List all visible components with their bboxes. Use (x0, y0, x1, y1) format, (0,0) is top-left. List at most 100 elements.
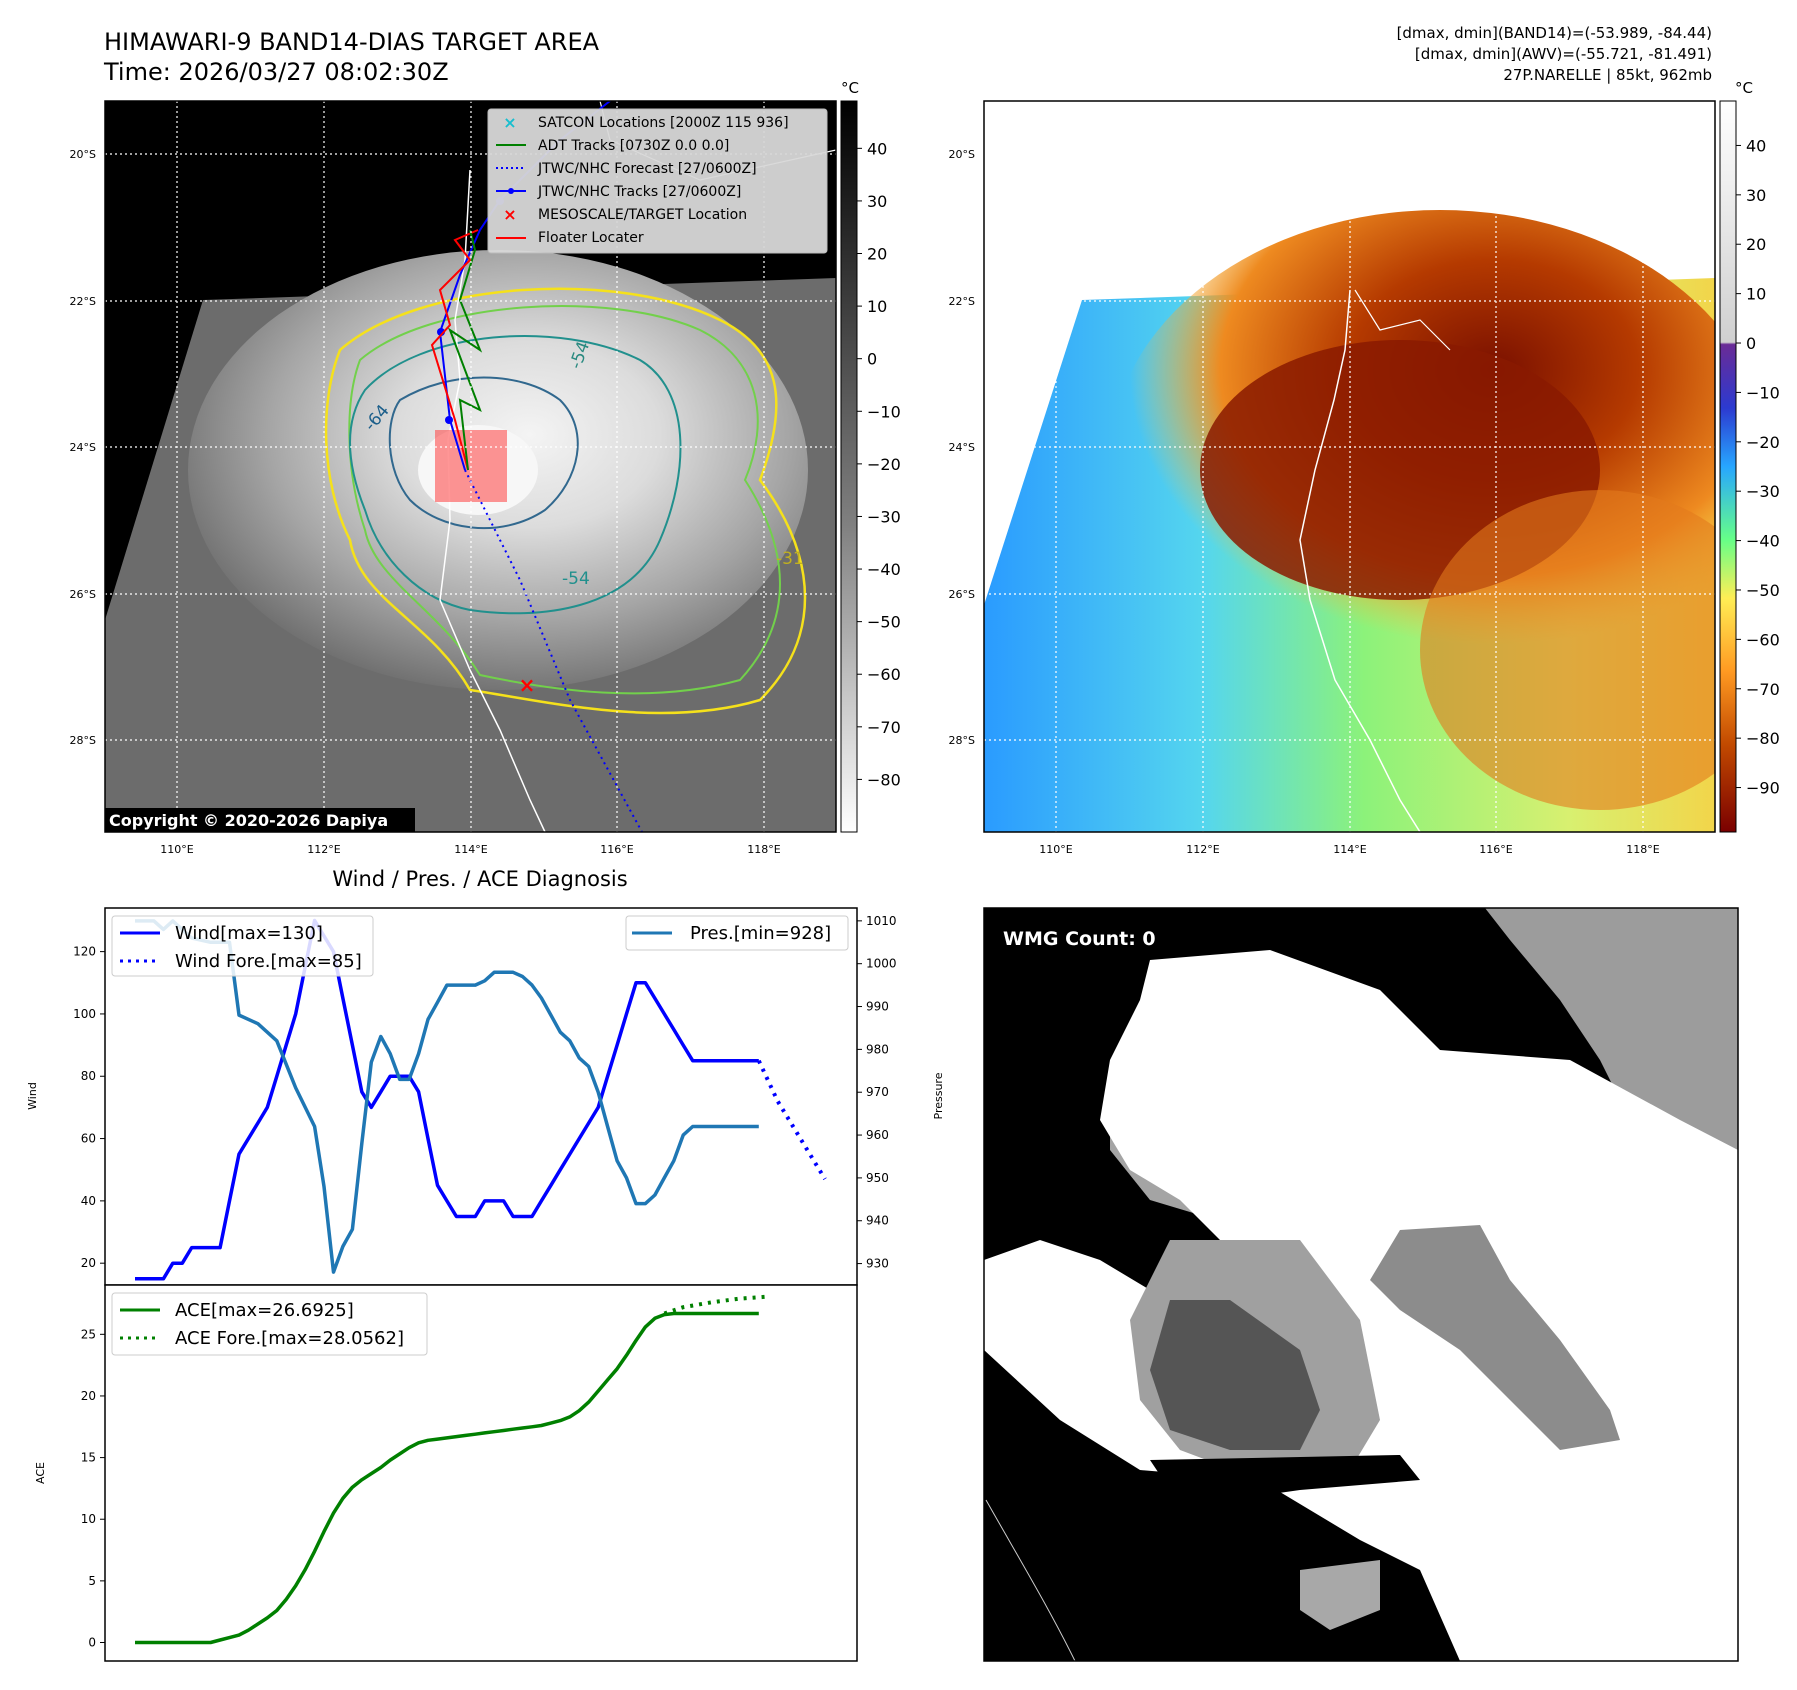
pressure-tick-label: 970 (866, 1085, 889, 1099)
wind-tick-label: 100 (73, 1007, 96, 1021)
ace-tick-label: 15 (81, 1451, 96, 1465)
ace-tick-label: 20 (81, 1389, 96, 1403)
pressure-tick-label: 930 (866, 1257, 889, 1271)
colorbar-tick-label: −20 (867, 455, 901, 474)
pres-legend: Pres.[min=928] (625, 915, 849, 951)
jtwc-forecast-line (464, 469, 643, 832)
colorbar-tick-label: 40 (1746, 136, 1766, 155)
colorbar-tick-label: −10 (867, 402, 901, 421)
pressure-tick-label: 940 (866, 1214, 889, 1228)
legend-item: MESOSCALE/TARGET Location (538, 207, 747, 223)
colorbar-tick-label: −30 (1746, 482, 1780, 501)
wind-tick-label: 60 (81, 1132, 96, 1146)
svg-text:×: × (503, 205, 516, 224)
colorbar-tick-label: −50 (1746, 581, 1780, 600)
lat-label: 20°S (949, 148, 975, 161)
map-legend: × × SATCON Locations [2000Z 115 936] ADT… (487, 108, 828, 254)
legend-item: ADT Tracks [0730Z 0.0 0.0] (538, 138, 729, 154)
colorbar-tick-label: −30 (867, 507, 901, 526)
lon-label: 114°E (454, 843, 487, 856)
lon-label: 116°E (1479, 843, 1512, 856)
upper-panel: Wind Pressure 20 40 60 80 100 120 930 940 950 960… (26, 907, 945, 1286)
colorbar-tick-label: 20 (867, 245, 887, 264)
series-line-wind (135, 918, 759, 1281)
colorbar-tick-label: 10 (867, 297, 887, 316)
colorbar-tick-label: 30 (867, 192, 887, 211)
contour-label: -31 (776, 549, 804, 569)
contour-teal (349, 335, 682, 615)
colorbar-unit: °C (1735, 79, 1753, 97)
coastline (1299, 289, 1421, 832)
legend-wind-fore: Wind Fore.[max=85] (175, 951, 362, 972)
legend-ace-fore: ACE Fore.[max=28.0562] (175, 1328, 404, 1349)
contour-label: -54 (562, 569, 590, 589)
series-line-wind-fore (756, 1059, 827, 1181)
contour-inner (388, 376, 579, 530)
colorbar-tick-label: −60 (867, 665, 901, 684)
legend-item: SATCON Locations [2000Z 115 936] (538, 115, 789, 131)
lat-label: 26°S (949, 588, 975, 601)
series-line-pres (135, 919, 759, 1274)
wind-tick-label: 20 (81, 1256, 96, 1270)
colorbar-tick-label: −70 (1746, 680, 1780, 699)
ace-tick-label: 5 (88, 1574, 96, 1588)
wmg-count: WMG Count: 0 (1003, 928, 1156, 950)
chart-title: Wind / Pres. / ACE Diagnosis (332, 867, 627, 891)
pressure-axis-label: Pressure (932, 1072, 945, 1119)
colorbar-unit: °C (841, 79, 859, 97)
wind-tick-label: 120 (73, 945, 96, 959)
figure-time: Time: 2026/03/27 08:02:30Z (103, 58, 449, 86)
lon-label: 112°E (1186, 843, 1219, 856)
pressure-tick-label: 1000 (866, 957, 897, 971)
colorbar-tick-label: −80 (1746, 729, 1780, 748)
ace-tick-label: 10 (81, 1512, 96, 1526)
pressure-tick-label: 960 (866, 1128, 889, 1142)
lon-label: 112°E (307, 843, 340, 856)
map-left-labels: 20°S 22°S 24°S 26°S 28°S 110°E 112°E 114… (70, 148, 781, 856)
lat-label: 24°S (70, 441, 96, 454)
legend-pres: Pres.[min=928] (690, 923, 831, 944)
ace-axis-label: ACE (34, 1462, 47, 1484)
legend-item: JTWC/NHC Tracks [27/0600Z] (537, 184, 741, 200)
colorbar-tick-label: −10 (1746, 383, 1780, 402)
lat-label: 28°S (70, 734, 96, 747)
wmg-panel: WMG Count: 0 (984, 908, 1738, 1662)
copyright: Copyright © 2020-2026 Dapiya (109, 811, 388, 830)
storm-info: 27P.NARELLE | 85kt, 962mb (1503, 66, 1712, 84)
wind-tick-label: 40 (81, 1194, 96, 1208)
figure-title: HIMAWARI-9 BAND14-DIAS TARGET AREA (104, 28, 600, 56)
lat-label: 20°S (70, 148, 96, 161)
pressure-tick-label: 950 (866, 1171, 889, 1185)
band14-range: [dmax, dmin](BAND14)=(-53.989, -84.44) (1397, 24, 1712, 42)
gray-colorbar: °C 40 30 20 10 0 −10 −20 −30 −40 −50 −60 −70 −80 (840, 79, 901, 833)
svg-text:×: × (503, 113, 516, 132)
lon-label: 118°E (1626, 843, 1659, 856)
colorbar-tick-label: −20 (1746, 433, 1780, 452)
lon-label: 118°E (747, 843, 780, 856)
lower-panel: ACE 0 5 10 15 20 25 ACE[max=26.6925] ACE Fore… (34, 1284, 858, 1662)
lat-label: 26°S (70, 588, 96, 601)
colorbar-tick-label: 10 (1746, 285, 1766, 304)
colorbar-tick-label: −60 (1746, 630, 1780, 649)
colorbar-tick-label: −90 (1746, 779, 1780, 798)
lon-label: 114°E (1333, 843, 1366, 856)
contour-lightgreen (348, 305, 781, 695)
map-right-labels: 20°S 22°S 24°S 26°S 28°S 110°E 112°E 114… (949, 148, 1660, 856)
lat-label: 28°S (949, 734, 975, 747)
pressure-tick-label: 980 (866, 1042, 889, 1056)
wind-axis-label: Wind (26, 1082, 39, 1110)
lon-label: 110°E (160, 843, 193, 856)
colorbar-tick-label: −40 (867, 560, 901, 579)
legend-item: JTWC/NHC Forecast [27/0600Z] (537, 161, 757, 177)
series-line-ace (135, 1311, 759, 1645)
colorbar-tick-label: 0 (867, 350, 877, 369)
awv-range: [dmax, dmin](AWV)=(-55.721, -81.491) (1415, 45, 1712, 63)
lat-label: 22°S (949, 295, 975, 308)
colorbar-tick-label: −50 (867, 613, 901, 632)
ace-legend: ACE[max=26.6925] ACE Fore.[max=28.0562] (111, 1292, 428, 1356)
lat-label: 24°S (949, 441, 975, 454)
target-marker: × (519, 673, 536, 697)
awv-map (984, 101, 1715, 832)
pressure-tick-label: 990 (866, 1000, 889, 1014)
lat-label: 22°S (70, 295, 96, 308)
